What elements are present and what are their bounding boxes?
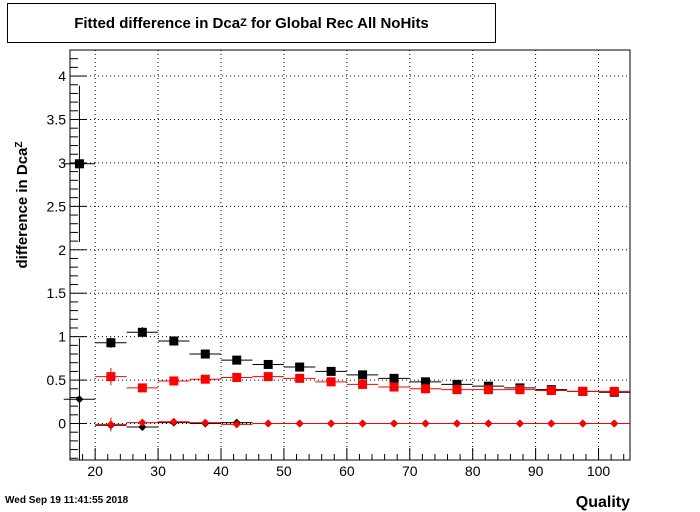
data-point [263,372,273,382]
chart-title-prefix: Fitted difference in Dca [74,14,241,32]
x-tick-label: 30 [150,463,166,479]
data-point [390,419,399,428]
data-point [74,159,84,169]
data-point [75,395,84,404]
y-axis-label: difference in DcaZ [14,142,31,269]
data-series [95,417,630,432]
x-tick-label: 40 [213,463,229,479]
chart-title-subscript: Z [240,17,247,29]
data-point [484,419,493,428]
data-point [232,372,242,382]
data-point [169,336,179,346]
data-point [452,379,462,389]
y-tick-label: 0.5 [47,372,67,388]
data-point [452,385,462,395]
y-tick-label: 1.5 [47,285,67,301]
y-axis-label-prefix: difference in Dca [14,147,31,269]
data-point [389,373,399,383]
data-point [200,349,210,359]
data-point [610,419,619,428]
grid [70,50,630,460]
chart-title: Fitted difference in Dca Z for Global Rec… [7,3,496,43]
y-tick-label: 1 [58,329,66,345]
plot-frame [69,49,631,461]
x-tick-label: 70 [402,463,418,479]
data-point [515,419,524,428]
axis-ticks: 20 30 40 50 60 70 80 90 100 0 0.5 1 1.5 2 2.5 3 3.5 4 [47,49,625,479]
data-point [295,362,305,372]
x-tick-label: 50 [276,463,292,479]
x-tick-label: 100 [587,463,611,479]
data-point [421,377,431,387]
data-point [263,359,273,369]
data-point [200,374,210,384]
x-tick-label: 90 [528,463,544,479]
y-tick-label: 3.5 [47,111,67,127]
x-tick-label: 20 [87,463,103,479]
y-tick-label: 4 [58,68,66,84]
data-point [169,376,179,386]
data-point [327,419,336,428]
data-point [138,418,147,427]
data-point [201,418,210,427]
data-point [106,372,116,382]
x-tick-label: 80 [465,463,481,479]
data-point [358,370,368,380]
timestamp: Wed Sep 19 11:41:55 2018 [5,495,129,506]
data-point [138,422,147,431]
y-tick-label: 2 [58,242,66,258]
data-point [106,338,116,348]
data-point [169,417,178,426]
data-point [232,355,242,365]
data-point [232,420,241,429]
data-point [326,377,336,387]
data-point [609,386,619,396]
data-point [546,386,556,396]
data-point [137,327,147,337]
data-point [295,373,305,383]
data-point [515,385,525,395]
data-point [483,385,493,395]
y-tick-label: 0 [58,416,66,432]
y-tick-label: 2.5 [47,198,67,214]
data-point [326,366,336,376]
data-point [547,419,556,428]
data-point [452,419,461,428]
data-point [137,383,147,393]
x-axis-label: Quality [576,494,630,511]
data-point [421,419,430,428]
y-axis-label-subscript: Z [14,142,25,148]
data-series [95,367,630,396]
y-tick-label: 3 [58,155,66,171]
data-point [358,379,368,389]
x-tick-label: 60 [339,463,355,479]
chart-title-suffix: for Global Rec All NoHits [246,14,429,32]
data-point [578,386,588,396]
data-point [106,420,115,429]
data-point [578,419,587,428]
data-point [358,419,367,428]
data-layer [63,85,630,460]
data-point [421,384,431,394]
data-point [264,419,273,428]
data-point [389,382,399,392]
data-point [295,419,304,428]
